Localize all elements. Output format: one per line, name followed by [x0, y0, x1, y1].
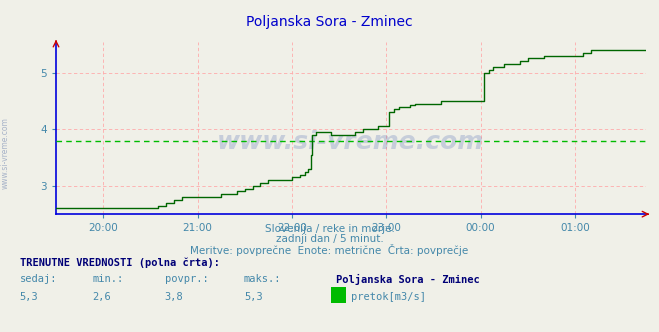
- Text: min.:: min.:: [92, 274, 123, 284]
- Text: maks.:: maks.:: [244, 274, 281, 284]
- Text: 5,3: 5,3: [244, 292, 262, 302]
- Text: Poljanska Sora - Zminec: Poljanska Sora - Zminec: [246, 15, 413, 29]
- Text: www.si-vreme.com: www.si-vreme.com: [217, 129, 484, 154]
- Text: zadnji dan / 5 minut.: zadnji dan / 5 minut.: [275, 234, 384, 244]
- Text: TRENUTNE VREDNOSTI (polna črta):: TRENUTNE VREDNOSTI (polna črta):: [20, 257, 219, 268]
- Text: 2,6: 2,6: [92, 292, 111, 302]
- Text: www.si-vreme.com: www.si-vreme.com: [1, 117, 10, 189]
- Text: pretok[m3/s]: pretok[m3/s]: [351, 292, 426, 302]
- Text: povpr.:: povpr.:: [165, 274, 208, 284]
- Text: sedaj:: sedaj:: [20, 274, 57, 284]
- Text: 5,3: 5,3: [20, 292, 38, 302]
- Text: Poljanska Sora - Zminec: Poljanska Sora - Zminec: [336, 274, 480, 285]
- Text: Slovenija / reke in morje.: Slovenija / reke in morje.: [264, 224, 395, 234]
- Text: 3,8: 3,8: [165, 292, 183, 302]
- Text: Meritve: povprečne  Enote: metrične  Črta: povprečje: Meritve: povprečne Enote: metrične Črta:…: [190, 244, 469, 256]
